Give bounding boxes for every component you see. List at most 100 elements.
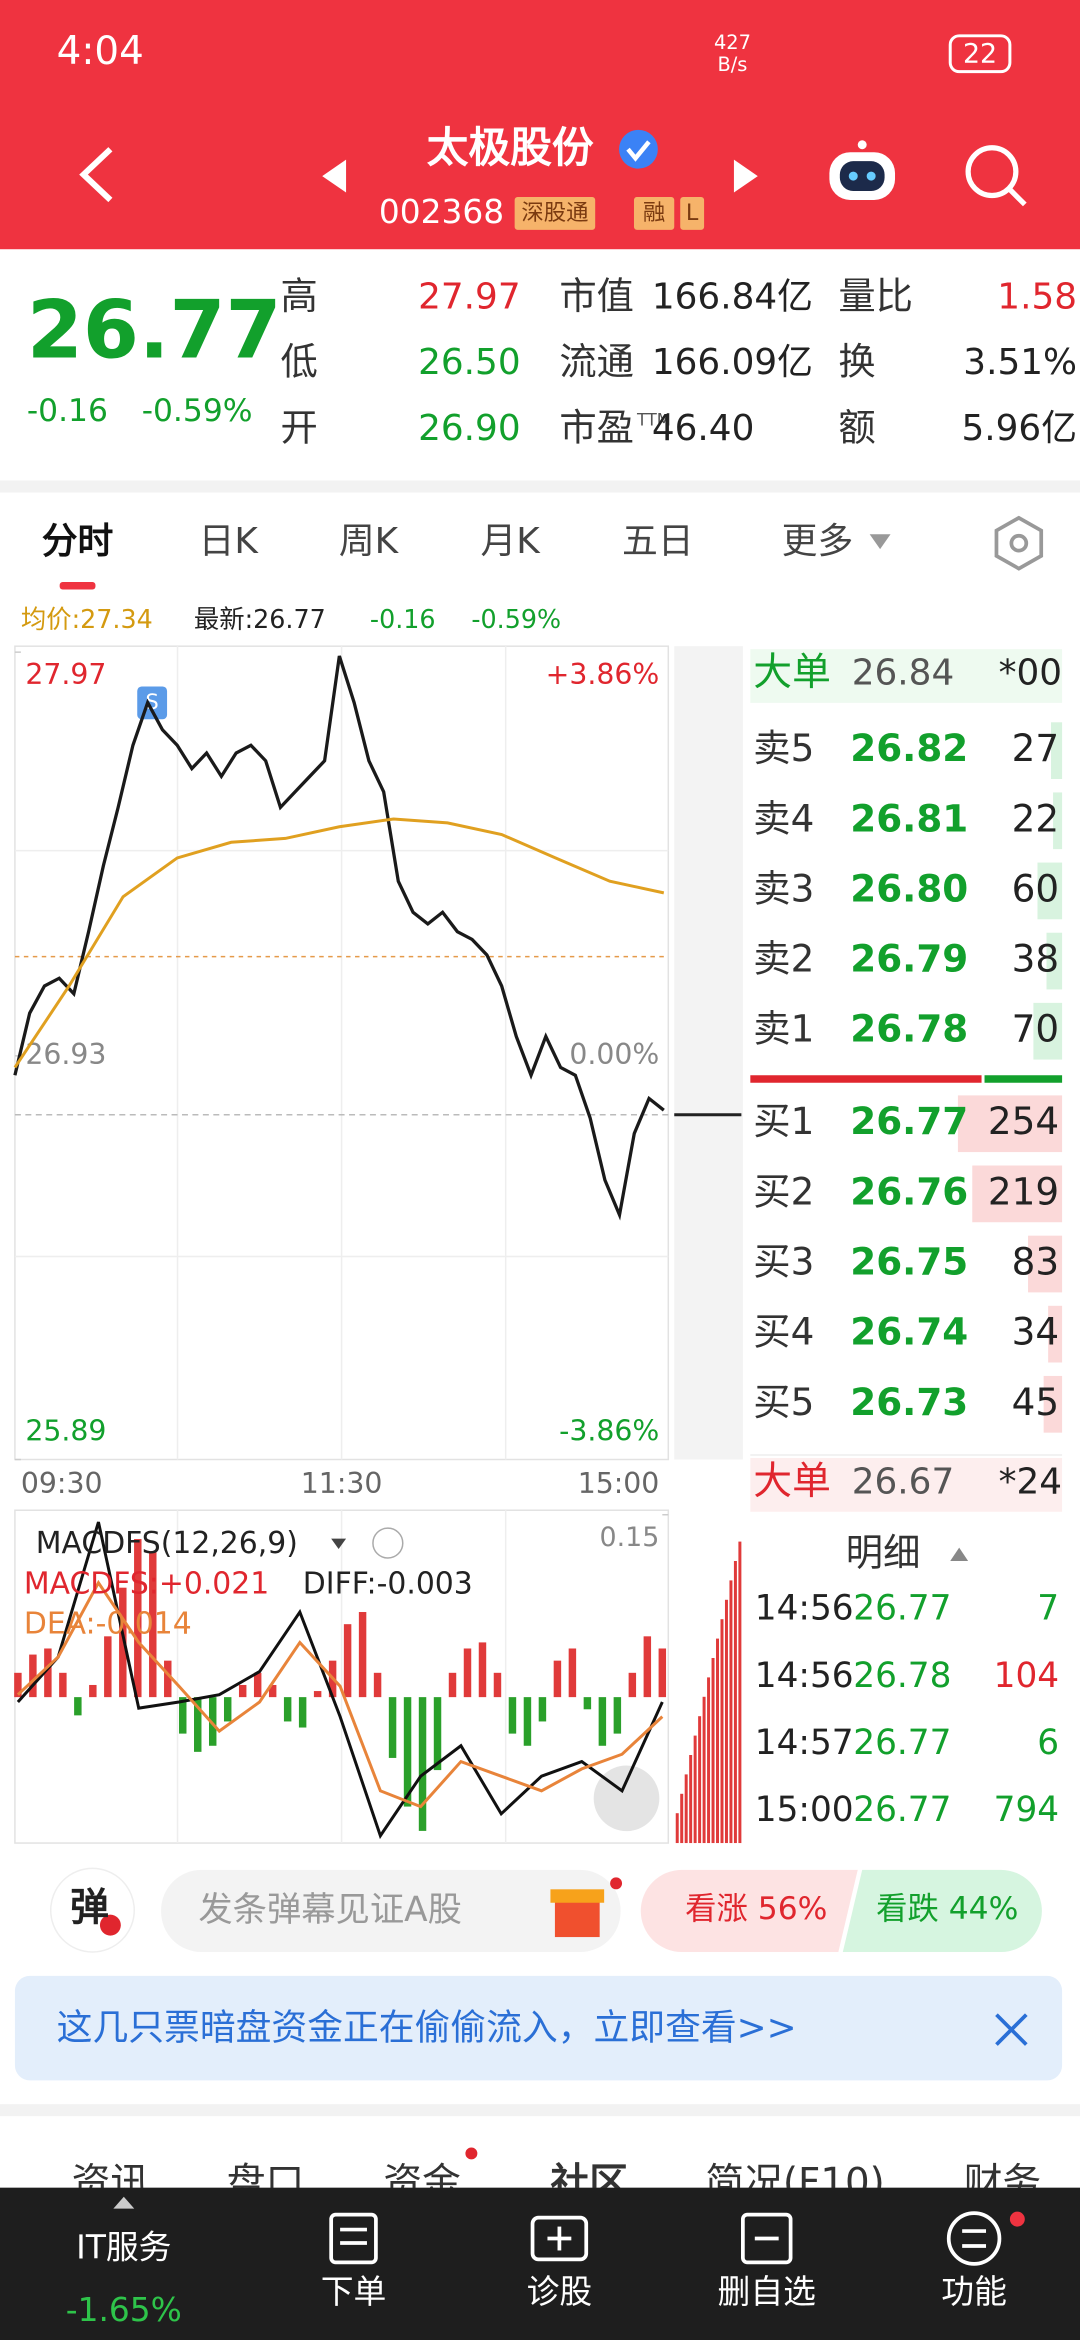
price-change: -0.16 <box>27 393 108 429</box>
macd-bar <box>493 1672 502 1698</box>
level-volume: 22 <box>1012 796 1059 840</box>
gift-icon[interactable] <box>550 1889 605 1938</box>
price-change-pct: -0.59% <box>142 393 253 429</box>
macd-bar <box>598 1697 607 1746</box>
banner-text[interactable]: 这几只票暗盘资金正在偷偷流入，立即查看>> <box>57 2008 797 2049</box>
macd-bar <box>478 1642 487 1698</box>
separator <box>0 2104 1080 2117</box>
nav-item[interactable]: 诊股 <box>527 2273 593 2311</box>
macd-value: MACDFS:+0.021 <box>24 1566 269 1601</box>
verified-check <box>626 140 651 162</box>
level-label: 买1 <box>753 1099 814 1143</box>
chart-tab[interactable]: 分时 <box>42 521 114 562</box>
settings-icon[interactable] <box>994 515 1044 571</box>
macd-bar <box>538 1697 547 1722</box>
stat-label: 量比 <box>838 274 913 318</box>
macd-bar <box>223 1697 232 1722</box>
chart-tab[interactable]: 更多 <box>782 521 854 562</box>
chart-tab[interactable]: 五日 <box>622 521 694 562</box>
battery <box>948 34 1012 74</box>
level-label: 卖4 <box>753 796 814 840</box>
badge-text: 融 <box>643 200 665 226</box>
macd-bar <box>628 1672 637 1698</box>
stat-value: 1.58 <box>997 276 1077 317</box>
big-order-price: 26.67 <box>852 1461 954 1502</box>
macd-bar <box>119 1587 127 1698</box>
red-dot <box>1009 2211 1025 2227</box>
danmu-input[interactable] <box>161 1869 621 1952</box>
nav-item[interactable]: 功能 <box>941 2273 1007 2311</box>
level-label: 买5 <box>753 1380 814 1424</box>
level-volume: 219 <box>988 1169 1059 1213</box>
legend-avg: 均价:27.34 <box>21 604 153 634</box>
strip-bar <box>684 1774 688 1844</box>
stat-label: 市值 <box>559 274 634 318</box>
nav-item[interactable]: 删自选 <box>718 2273 816 2311</box>
bull-button[interactable] <box>640 1869 858 1952</box>
volume-bar <box>1051 722 1063 780</box>
volume-bar <box>1053 792 1063 850</box>
level-price: 26.76 <box>850 1169 968 1213</box>
macd-bar <box>358 1612 367 1698</box>
macd-bar <box>388 1697 397 1758</box>
stat-value: 5.96亿 <box>962 408 1077 449</box>
sort-icon[interactable] <box>950 1547 969 1561</box>
level-price: 26.82 <box>850 726 968 770</box>
detail-title[interactable]: 明细 <box>846 1531 921 1575</box>
macd-bar <box>238 1684 247 1698</box>
macd-bar <box>164 1660 172 1698</box>
separator <box>0 480 1080 493</box>
bear-button[interactable] <box>842 1869 1042 1952</box>
chart-tab[interactable]: 周K <box>339 521 400 562</box>
back-button[interactable] <box>79 147 113 203</box>
status-time: 4:04 <box>57 29 144 74</box>
y-tick-label: 0.15 <box>600 1522 660 1553</box>
help-icon <box>372 1527 404 1559</box>
volume-bar <box>1048 1305 1063 1363</box>
robot-icon[interactable] <box>829 140 896 200</box>
strip-bar <box>711 1657 715 1844</box>
volume-bar <box>1043 1375 1063 1433</box>
trade-time: 14:57 <box>755 1723 854 1763</box>
macd-line <box>16 1521 664 1840</box>
more-arrow <box>869 534 891 550</box>
big-sell-bg <box>750 649 1063 703</box>
trade-time: 14:56 <box>755 1656 854 1696</box>
stat-label: 换 <box>838 340 875 384</box>
tab-underline <box>59 582 96 590</box>
macd-bar <box>433 1697 442 1771</box>
trade-volume: 104 <box>994 1656 1059 1696</box>
nav-sector-change: -1.65% <box>66 2291 182 2329</box>
big-order-label: 大单 <box>753 1459 831 1504</box>
level-volume: 38 <box>1012 937 1059 981</box>
level-volume: 60 <box>1012 866 1059 910</box>
banner-close[interactable] <box>995 2013 1028 2046</box>
level-volume: 254 <box>988 1099 1059 1143</box>
prev-stock[interactable] <box>322 159 347 193</box>
sector-arrow <box>113 2196 135 2209</box>
macd-bar <box>448 1672 457 1698</box>
next-stock[interactable] <box>733 159 758 193</box>
stat-label: 低 <box>280 340 317 384</box>
chart-tab[interactable]: 月K <box>481 521 542 562</box>
last-price: 26.77 <box>27 283 282 377</box>
chart-tab[interactable]: 日K <box>199 521 260 562</box>
search-button[interactable] <box>965 145 1027 207</box>
banner-bg[interactable] <box>14 1975 1063 2081</box>
volume-bar <box>1037 862 1063 920</box>
stat-label-sup: TTM <box>636 410 671 429</box>
strip-bar <box>698 1716 702 1844</box>
volume-strip <box>675 1541 742 1844</box>
expand-button[interactable] <box>593 1765 660 1832</box>
strip-bar <box>693 1735 697 1844</box>
nav-item[interactable]: 下单 <box>321 2273 387 2311</box>
level-label: 卖5 <box>753 726 814 770</box>
level-price: 26.73 <box>850 1380 968 1424</box>
stat-label: 流通 <box>559 340 634 384</box>
trade-price: 26.77 <box>853 1790 951 1830</box>
macd-bar <box>283 1697 292 1722</box>
stat-label: 高 <box>280 274 317 318</box>
nav-sector[interactable]: IT服务 <box>76 2228 171 2266</box>
